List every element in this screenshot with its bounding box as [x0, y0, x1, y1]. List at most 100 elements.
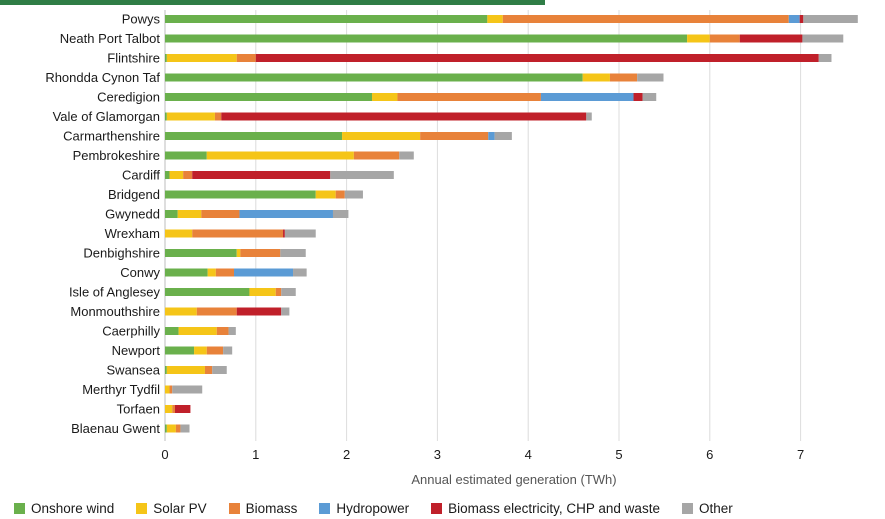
bar-isle-of-anglesey-solar-pv [249, 288, 276, 296]
bar-newport-other [223, 346, 233, 355]
bar-torfaen-biomass [172, 405, 175, 413]
bar-neath-port-talbot-biomass-electricity-chp-and-waste [739, 34, 803, 43]
bar-pembrokeshire-onshore-wind [165, 151, 207, 160]
bar-flintshire-biomass [236, 54, 256, 62]
bar-swansea-onshore-wind [165, 366, 167, 374]
category-label-pembrokeshire: Pembrokeshire [73, 148, 160, 163]
legend-label-biomass: Biomass [245, 500, 298, 516]
bar-ceredigion-hydropower [540, 93, 634, 101]
category-label-monmouthshire: Monmouthshire [70, 304, 160, 319]
bar-wrexham-biomass-electricity-chp-and-waste [283, 229, 285, 238]
bar-powys-biomass-electricity-chp-and-waste [799, 15, 804, 23]
bar-ceredigion-biomass [397, 93, 541, 101]
category-label-ceredigion: Ceredigion [97, 90, 160, 105]
category-label-caerphilly: Caerphilly [102, 324, 160, 339]
category-label-swansea: Swansea [107, 363, 161, 378]
legend-label-biomass-electricity-chp-and-waste: Biomass electricity, CHP and waste [448, 500, 660, 516]
legend-item-onshore-wind: Onshore wind [14, 501, 114, 516]
bar-merthyr-tydfil-solar-pv [165, 385, 170, 394]
bar-neath-port-talbot-onshore-wind [165, 34, 688, 43]
bar-flintshire-onshore-wind [165, 54, 167, 62]
category-label-conwy: Conwy [120, 265, 160, 280]
bar-carmarthenshire-other [494, 132, 512, 140]
category-label-bridgend: Bridgend [108, 187, 160, 202]
bar-conwy-onshore-wind [165, 268, 208, 277]
bar-bridgend-onshore-wind [165, 190, 316, 199]
bar-cardiff-biomass-electricity-chp-and-waste [192, 171, 331, 179]
x-tick-labels: 0 1 2 3 4 5 6 7 [161, 447, 804, 462]
x-tick-label-2: 2 [343, 447, 350, 462]
legend-swatch-onshore-wind [14, 502, 25, 514]
bar-flintshire-other [818, 54, 832, 62]
bar-powys-other [803, 15, 858, 23]
bar-carmarthenshire-hydropower [488, 132, 495, 140]
bar-bridgend-solar-pv [315, 190, 336, 199]
bar-powys-solar-pv [487, 15, 503, 23]
x-tick-label-5: 5 [615, 447, 622, 462]
category-label-wrexham: Wrexham [105, 226, 160, 241]
bar-vale-of-glamorgan-biomass-electricity-chp-and-waste [221, 112, 587, 121]
bar-flintshire-biomass-electricity-chp-and-waste [255, 54, 819, 62]
bar-torfaen-biomass-electricity-chp-and-waste [174, 405, 191, 413]
bar-isle-of-anglesey-biomass [275, 288, 282, 296]
bar-gwynedd-other [332, 210, 349, 218]
legend-swatch-hydropower [319, 502, 331, 514]
bar-blaenau-gwent-solar-pv [166, 424, 176, 433]
category-label-powys: Powys [122, 12, 161, 27]
bar-cardiff-other [330, 171, 394, 179]
bar-swansea-solar-pv [166, 366, 205, 374]
bars [165, 15, 858, 433]
x-tick-label-1: 1 [252, 447, 259, 462]
legend-label-onshore-wind: Onshore wind [31, 500, 115, 516]
legend-item-hydropower: Hydropower [319, 501, 409, 516]
legend-item-biomass: Biomass [228, 500, 298, 516]
bar-blaenau-gwent-onshore-wind [165, 424, 167, 433]
legend-item-solar-pv: Solar PV [136, 500, 207, 516]
category-label-flintshire: Flintshire [107, 51, 160, 66]
bar-isle-of-anglesey-other [281, 288, 296, 296]
bar-carmarthenshire-onshore-wind [165, 132, 343, 140]
bar-denbighshire-onshore-wind [165, 249, 237, 257]
bar-ceredigion-biomass-electricity-chp-and-waste [633, 93, 643, 101]
x-tick-label-3: 3 [434, 447, 441, 462]
bar-blaenau-gwent-other [180, 424, 190, 433]
x-tick-label-4: 4 [525, 447, 532, 462]
bar-gwynedd-hydropower [239, 210, 333, 218]
legend-label-hydropower: Hydropower [336, 500, 410, 516]
category-labels: Powys Neath Port Talbot Flintshire Rhondda … [45, 12, 160, 437]
bar-conwy-other [293, 268, 307, 277]
bar-gwynedd-biomass [201, 210, 240, 218]
bar-caerphilly-onshore-wind [165, 327, 179, 335]
bar-swansea-other [212, 366, 227, 374]
category-label-cardiff: Cardiff [122, 168, 160, 183]
bar-rhondda-cynon-taf-other [637, 73, 664, 82]
bar-neath-port-talbot-other [802, 34, 844, 43]
bar-merthyr-tydfil-biomass [169, 385, 173, 394]
legend-label-solar-pv: Solar PV [153, 500, 207, 516]
x-tick-label-6: 6 [706, 447, 713, 462]
bar-carmarthenshire-solar-pv [342, 132, 421, 140]
bar-newport-solar-pv [194, 346, 207, 355]
legend-swatch-other [681, 502, 693, 514]
cropped-header-strip [0, 0, 545, 5]
bar-vale-of-glamorgan-solar-pv [166, 112, 215, 121]
legend-swatch-biomass-electricity-chp-and-waste [431, 502, 443, 514]
bar-merthyr-tydfil-other [172, 385, 203, 394]
category-label-vale-of-glamorgan: Vale of Glamorgan [53, 109, 160, 124]
bar-torfaen-solar-pv [165, 405, 173, 413]
bar-newport-onshore-wind [165, 346, 195, 355]
bar-rhondda-cynon-taf-solar-pv [582, 73, 610, 82]
bar-flintshire-solar-pv [166, 54, 237, 62]
bar-bridgend-biomass [335, 190, 345, 199]
bar-cardiff-onshore-wind [165, 171, 170, 179]
bar-pembrokeshire-other [399, 151, 414, 160]
bar-bridgend-other [344, 190, 363, 199]
legend-item-other: Other [681, 500, 733, 516]
legend-label-other: Other [698, 500, 733, 516]
bar-powys-onshore-wind [165, 15, 488, 23]
bar-ceredigion-onshore-wind [165, 93, 373, 101]
bar-denbighshire-biomass [240, 249, 281, 257]
bar-rhondda-cynon-taf-onshore-wind [165, 73, 583, 82]
bar-monmouthshire-solar-pv [165, 307, 197, 316]
